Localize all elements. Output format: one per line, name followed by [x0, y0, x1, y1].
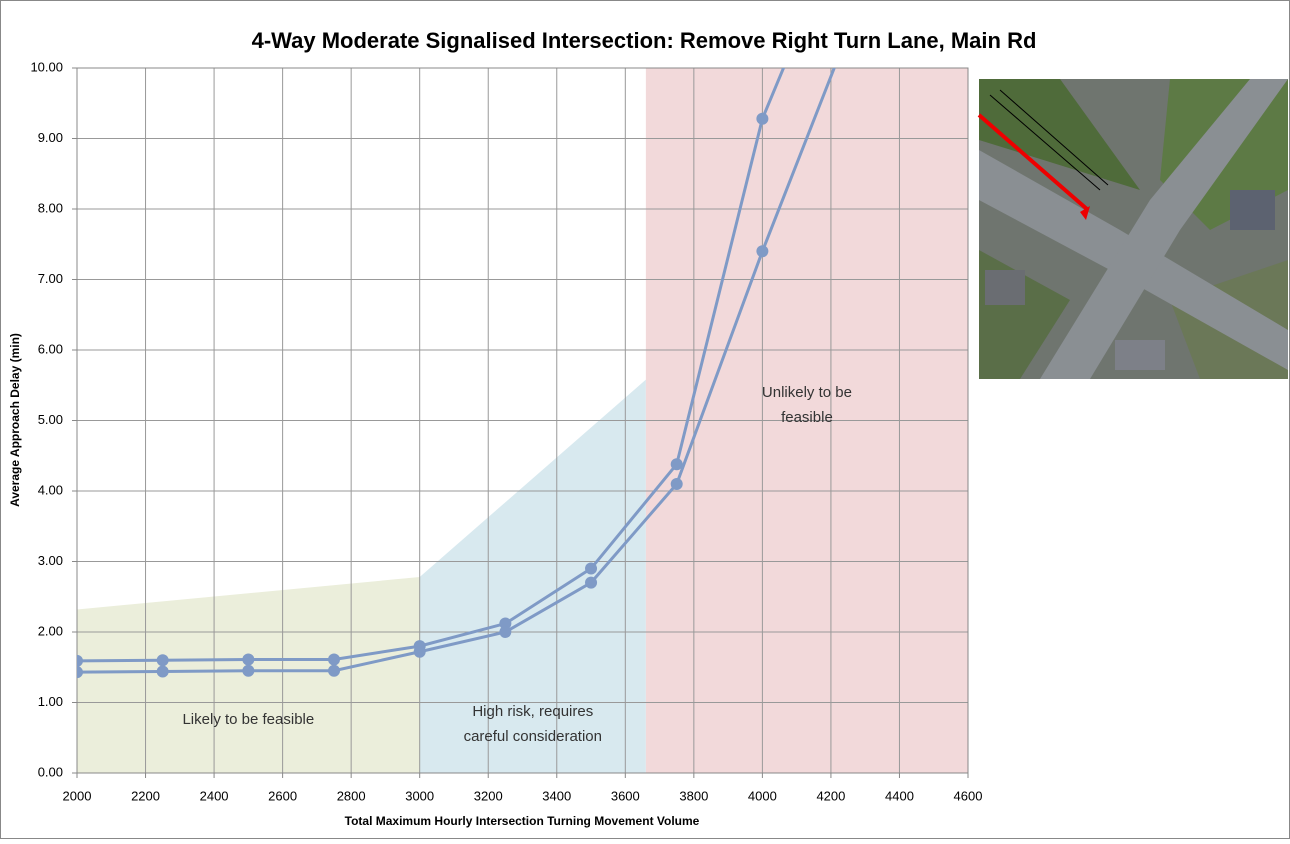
x-tick-label: 2200 [131, 788, 160, 803]
data-point [242, 664, 255, 677]
data-point [156, 665, 169, 678]
data-point [756, 112, 769, 125]
data-point [499, 617, 512, 630]
data-point [328, 664, 341, 677]
x-tick-label: 4400 [885, 788, 914, 803]
zone-label: High risk, requires [472, 703, 593, 720]
x-tick-label: 2000 [63, 788, 92, 803]
x-tick-label: 3000 [405, 788, 434, 803]
x-tick-label: 3200 [474, 788, 503, 803]
data-point [156, 654, 169, 667]
data-point [585, 576, 598, 589]
x-axis-label: Total Maximum Hourly Intersection Turnin… [345, 814, 700, 828]
x-tick-label: 4200 [816, 788, 845, 803]
x-tick-label: 3800 [679, 788, 708, 803]
data-point [499, 626, 512, 638]
series-line [77, 68, 786, 663]
x-tick-label: 3400 [542, 788, 571, 803]
zone [419, 379, 646, 773]
data-point [77, 654, 83, 667]
y-tick-label: 4.00 [38, 482, 63, 497]
x-tick-label: 2800 [337, 788, 366, 803]
x-tick-label: 4600 [954, 788, 983, 803]
data-point [670, 458, 683, 471]
data-point [242, 653, 255, 666]
x-tick-label: 3600 [611, 788, 640, 803]
zone-label: Unlikely to be [762, 384, 852, 401]
aerial-photo [977, 79, 1288, 379]
data-point [670, 477, 683, 490]
y-tick-label: 7.00 [38, 271, 63, 286]
data-point [77, 666, 83, 679]
x-tick-label: 2400 [200, 788, 229, 803]
data-point [756, 245, 769, 258]
y-tick-label: 3.00 [38, 553, 63, 568]
y-tick-label: 5.00 [38, 412, 63, 427]
y-tick-label: 0.00 [38, 764, 63, 779]
zone-label: Likely to be feasible [182, 711, 314, 728]
data-point [585, 562, 598, 575]
y-tick-label: 2.00 [38, 623, 63, 638]
data-point [328, 653, 341, 666]
chart-title: 4-Way Moderate Signalised Intersection: … [252, 28, 1037, 53]
y-axis-label: Average Approach Delay (min) [8, 333, 22, 507]
zone-label: feasible [781, 409, 833, 426]
x-tick-label: 4000 [748, 788, 777, 803]
data-point [413, 645, 426, 658]
y-tick-label: 9.00 [38, 130, 63, 145]
y-tick-label: 6.00 [38, 341, 63, 356]
zone-label: careful consideration [464, 728, 602, 745]
y-tick-label: 1.00 [38, 694, 63, 709]
x-tick-label: 2600 [268, 788, 297, 803]
series-line [77, 68, 836, 674]
y-tick-label: 10.00 [30, 59, 63, 74]
plot-border [76, 67, 969, 774]
y-tick-label: 8.00 [38, 200, 63, 215]
